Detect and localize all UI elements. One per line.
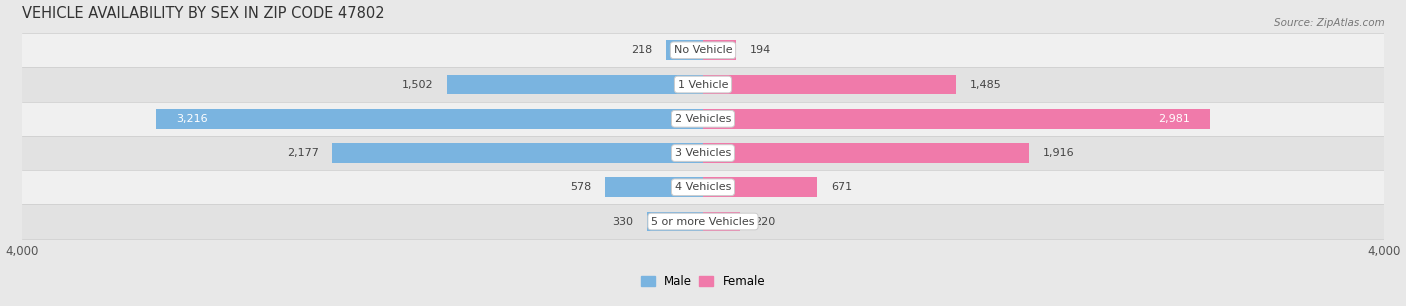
Bar [22,102,1384,136]
Bar [447,75,703,95]
Text: 330: 330 [612,217,633,226]
Text: 3 Vehicles: 3 Vehicles [675,148,731,158]
Bar [647,212,703,231]
Text: 5 or more Vehicles: 5 or more Vehicles [651,217,755,226]
Text: 194: 194 [749,45,770,55]
Bar [156,109,703,129]
Bar [703,177,817,197]
Text: 2,981: 2,981 [1159,114,1189,124]
Legend: Male, Female: Male, Female [636,271,770,293]
Bar [605,177,703,197]
Bar [22,33,1384,67]
Text: 1 Vehicle: 1 Vehicle [678,80,728,90]
Bar [703,109,1211,129]
Text: 3,216: 3,216 [176,114,208,124]
Text: 1,485: 1,485 [969,80,1001,90]
Bar [22,204,1384,239]
Bar [22,67,1384,102]
Text: 1,916: 1,916 [1043,148,1074,158]
Text: 671: 671 [831,182,852,192]
Bar [703,212,741,231]
Bar [703,75,956,95]
Bar [332,143,703,163]
Text: 2,177: 2,177 [287,148,319,158]
Text: 218: 218 [631,45,652,55]
Bar [22,136,1384,170]
Bar [22,170,1384,204]
Text: 4 Vehicles: 4 Vehicles [675,182,731,192]
Text: 220: 220 [754,217,775,226]
Bar [703,40,735,60]
Text: VEHICLE AVAILABILITY BY SEX IN ZIP CODE 47802: VEHICLE AVAILABILITY BY SEX IN ZIP CODE … [22,6,385,21]
Text: Source: ZipAtlas.com: Source: ZipAtlas.com [1274,18,1385,28]
Text: No Vehicle: No Vehicle [673,45,733,55]
Text: 1,502: 1,502 [402,80,434,90]
Text: 578: 578 [569,182,591,192]
Bar [666,40,703,60]
Bar [703,143,1029,163]
Text: 2 Vehicles: 2 Vehicles [675,114,731,124]
